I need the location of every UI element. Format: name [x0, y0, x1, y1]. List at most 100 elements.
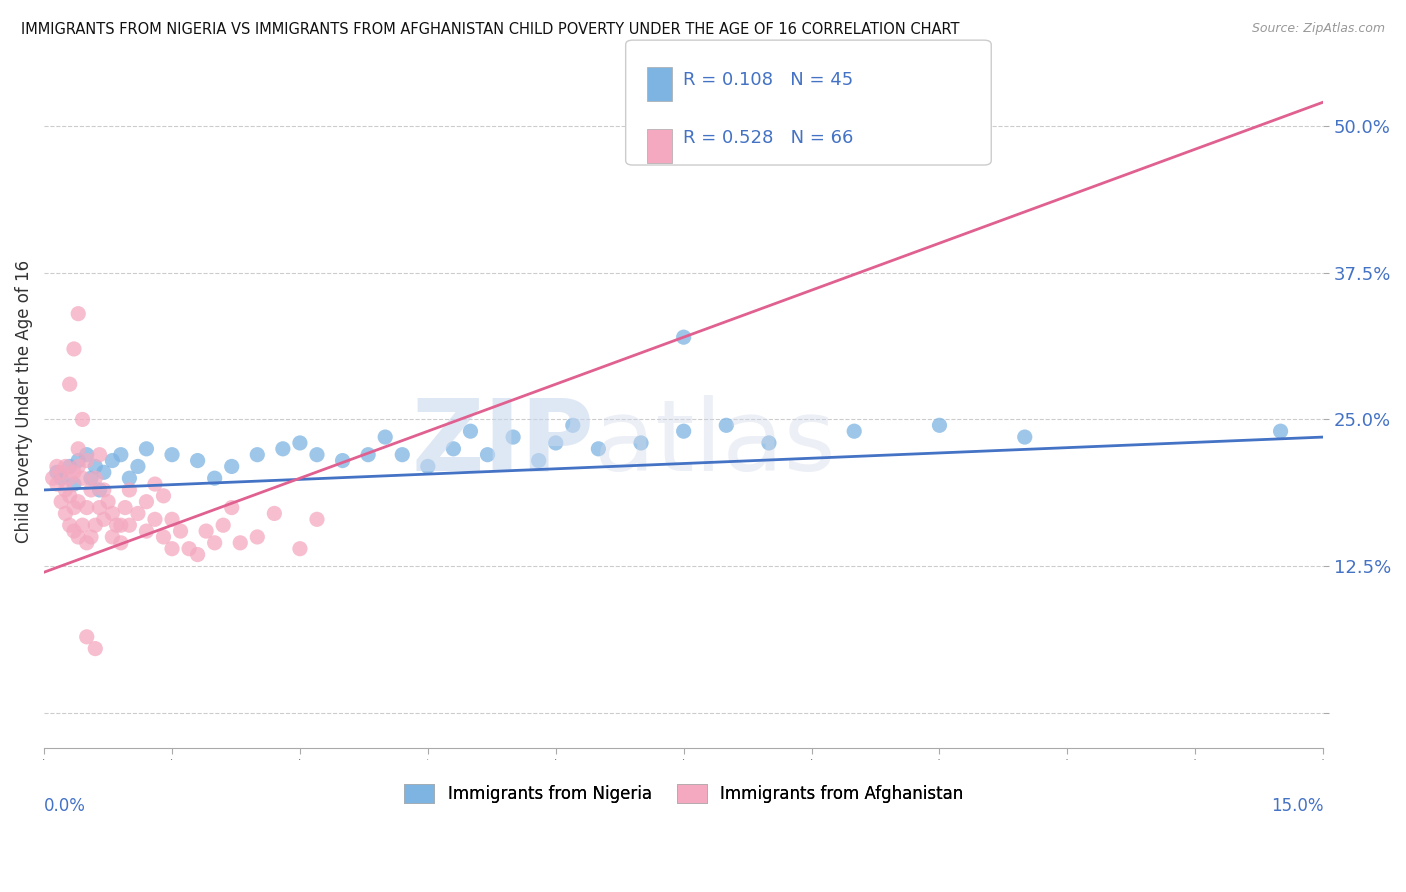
- Point: [51, 471, 73, 485]
- Text: ZIP: ZIP: [411, 395, 595, 491]
- Point: [114, 500, 136, 515]
- Point: [135, 524, 157, 538]
- Point: [1014, 430, 1036, 444]
- Point: [55, 483, 77, 497]
- Point: [72, 412, 94, 426]
- Point: [928, 418, 950, 433]
- Point: [135, 442, 157, 456]
- Point: [105, 518, 128, 533]
- Text: atlas: atlas: [595, 395, 835, 491]
- Point: [101, 530, 124, 544]
- Point: [127, 459, 149, 474]
- Point: [93, 512, 115, 526]
- Point: [544, 436, 567, 450]
- Point: [160, 512, 183, 526]
- Point: [110, 536, 132, 550]
- Point: [127, 507, 149, 521]
- Point: [716, 418, 738, 433]
- Point: [63, 524, 86, 538]
- Point: [758, 436, 780, 450]
- Text: 0.0%: 0.0%: [44, 797, 86, 815]
- Point: [152, 489, 174, 503]
- Point: [672, 424, 695, 438]
- Point: [76, 536, 98, 550]
- Point: [1270, 424, 1292, 438]
- Point: [195, 524, 218, 538]
- Point: [67, 494, 90, 508]
- Point: [59, 471, 82, 485]
- Point: [76, 630, 98, 644]
- Point: [72, 471, 94, 485]
- Point: [305, 512, 328, 526]
- Point: [67, 453, 90, 467]
- Point: [204, 536, 226, 550]
- Point: [55, 507, 77, 521]
- Point: [67, 442, 90, 456]
- Point: [143, 477, 166, 491]
- Point: [502, 430, 524, 444]
- Point: [118, 518, 141, 533]
- Point: [246, 530, 269, 544]
- Text: 15.0%: 15.0%: [1271, 797, 1323, 815]
- Point: [187, 548, 209, 562]
- Point: [63, 466, 86, 480]
- Point: [89, 483, 111, 497]
- Point: [374, 430, 396, 444]
- Point: [55, 459, 77, 474]
- Point: [152, 530, 174, 544]
- Point: [89, 448, 111, 462]
- Point: [45, 466, 67, 480]
- Point: [59, 377, 82, 392]
- Point: [67, 530, 90, 544]
- Point: [59, 518, 82, 533]
- Point: [93, 483, 115, 497]
- Point: [97, 494, 120, 508]
- Point: [332, 453, 354, 467]
- Text: R = 0.108   N = 45: R = 0.108 N = 45: [683, 71, 853, 89]
- Point: [229, 536, 252, 550]
- Point: [391, 448, 413, 462]
- Point: [80, 483, 103, 497]
- Point: [844, 424, 866, 438]
- Point: [59, 459, 82, 474]
- Point: [110, 518, 132, 533]
- Point: [89, 500, 111, 515]
- Point: [76, 500, 98, 515]
- Point: [51, 466, 73, 480]
- Point: [63, 500, 86, 515]
- Point: [63, 477, 86, 491]
- Y-axis label: Child Poverty Under the Age of 16: Child Poverty Under the Age of 16: [15, 260, 32, 543]
- Point: [84, 459, 107, 474]
- Point: [204, 471, 226, 485]
- Point: [221, 500, 243, 515]
- Point: [41, 471, 63, 485]
- Point: [169, 524, 191, 538]
- Point: [588, 442, 610, 456]
- Point: [305, 448, 328, 462]
- Legend: Immigrants from Nigeria, Immigrants from Afghanistan: Immigrants from Nigeria, Immigrants from…: [398, 777, 970, 809]
- Text: R = 0.528   N = 66: R = 0.528 N = 66: [683, 129, 853, 147]
- Point: [630, 436, 652, 450]
- Point: [246, 448, 269, 462]
- Point: [118, 483, 141, 497]
- Point: [477, 448, 499, 462]
- Point: [160, 541, 183, 556]
- Point: [72, 518, 94, 533]
- Point: [143, 512, 166, 526]
- Point: [67, 307, 90, 321]
- Point: [271, 442, 294, 456]
- Point: [561, 418, 583, 433]
- Point: [118, 471, 141, 485]
- Point: [101, 453, 124, 467]
- Text: Source: ZipAtlas.com: Source: ZipAtlas.com: [1251, 22, 1385, 36]
- Point: [288, 541, 311, 556]
- Point: [84, 641, 107, 656]
- Point: [212, 518, 235, 533]
- Point: [110, 448, 132, 462]
- Point: [84, 471, 107, 485]
- Point: [135, 494, 157, 508]
- Point: [288, 436, 311, 450]
- Point: [84, 518, 107, 533]
- Point: [357, 448, 380, 462]
- Point: [67, 459, 90, 474]
